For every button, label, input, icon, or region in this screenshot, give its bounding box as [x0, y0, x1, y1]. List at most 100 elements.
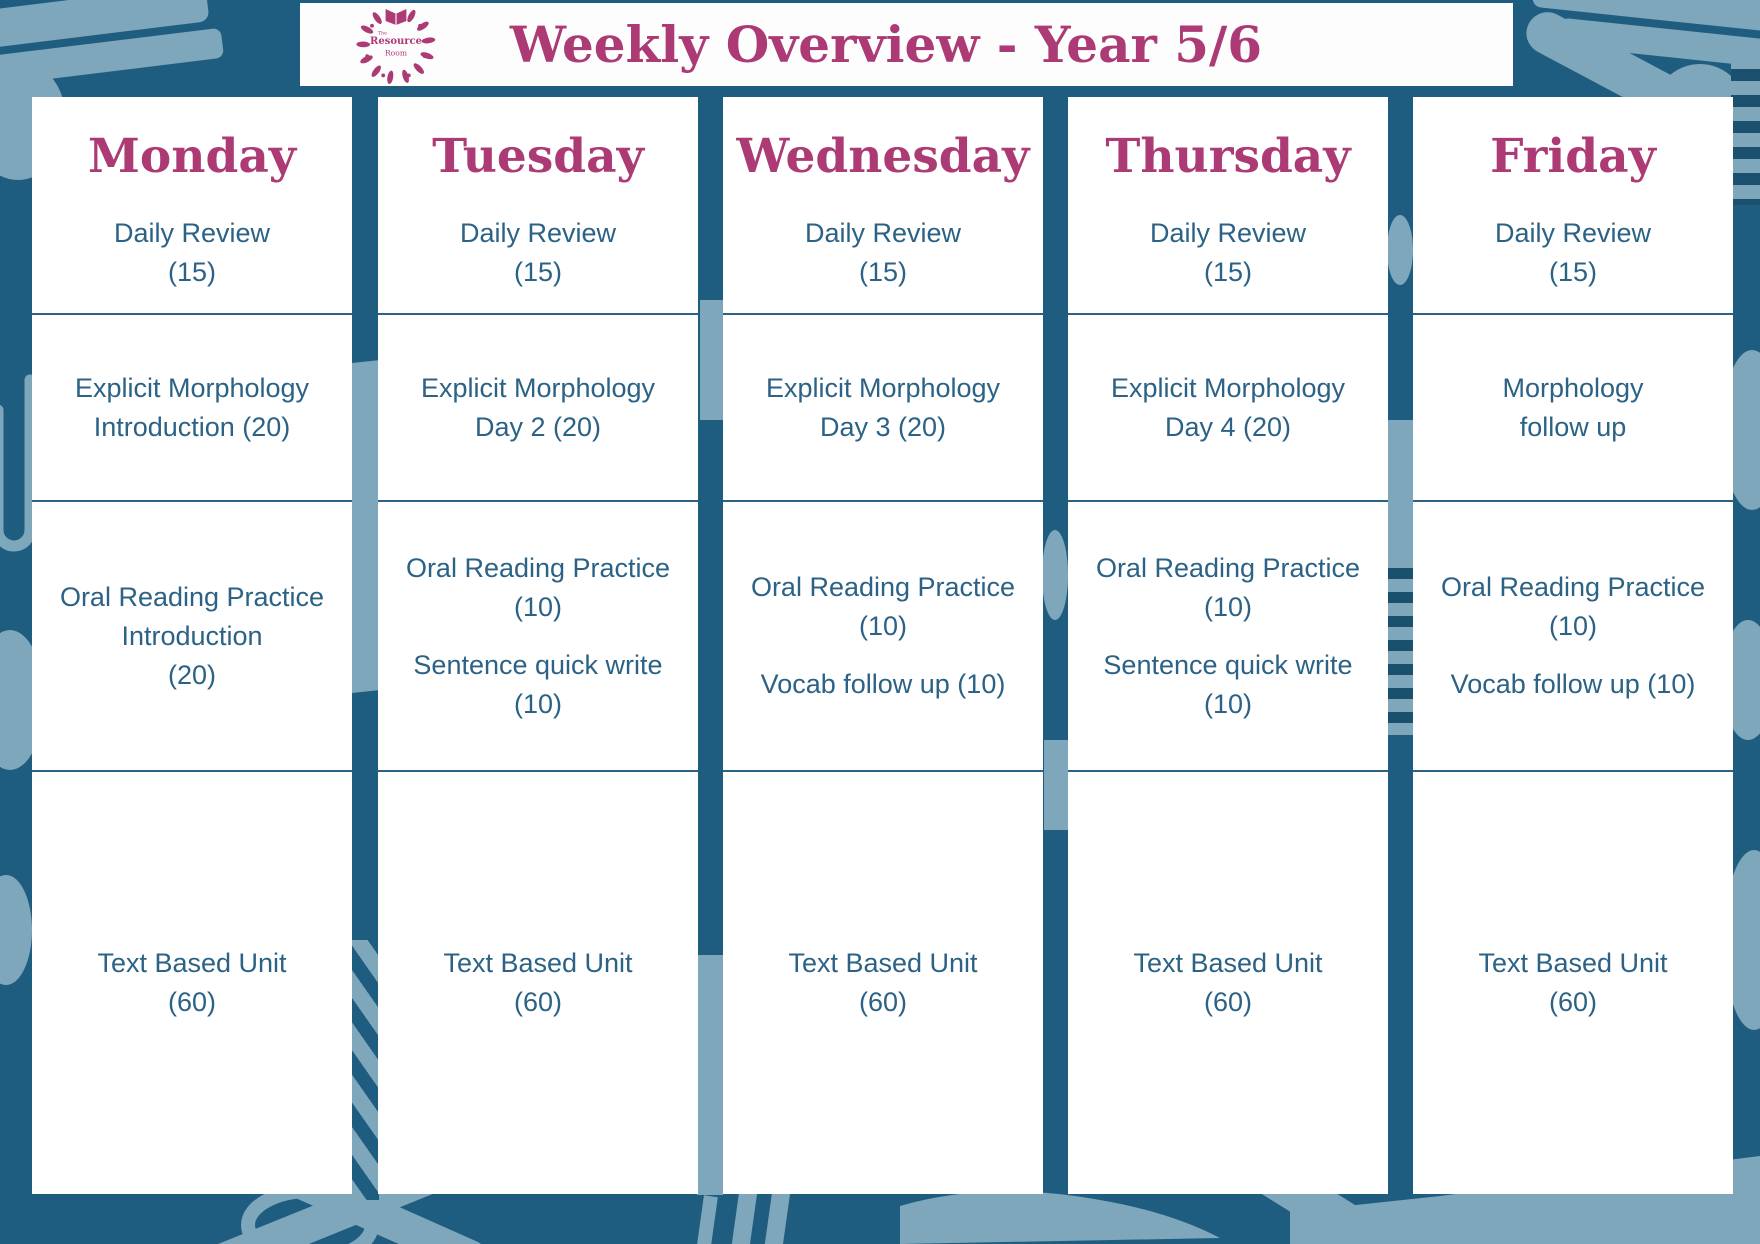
entry-line: (60) [1203, 987, 1252, 1017]
entry-line: (60) [1548, 987, 1597, 1017]
schedule-cell: Text Based Unit (60) [378, 772, 698, 1194]
entry-line: Day 3 (20) [819, 411, 947, 442]
schedule-cell: Tuesday Daily Review (15) [378, 97, 698, 315]
schedule-cell: Text Based Unit (60) [723, 772, 1043, 1194]
paperclip-illustration [0, 374, 36, 552]
entry-line: Oral Reading Practice [750, 572, 1016, 602]
entry-line: (60) [513, 987, 562, 1017]
schedule-entry: Daily Review (15) [460, 214, 616, 292]
schedule-cell: Explicit Morphology Day 2 (20) [378, 315, 698, 502]
schedule-cell: Explicit Morphology Introduction (20) [32, 315, 352, 502]
entry-line: Explicit Morphology [1110, 372, 1346, 403]
entry-line: Introduction [121, 620, 263, 651]
schedule-entry: Oral Reading Practice (10) [751, 568, 1015, 646]
schedule-cell: Oral Reading Practice Introduction (20) [32, 502, 352, 772]
entry-line: Morphology [1502, 372, 1644, 403]
entry-line: Text Based Unit [443, 948, 633, 978]
entry-line: (15) [1203, 257, 1252, 287]
ruler-illustration [1388, 555, 1413, 735]
book-illustration [1532, 0, 1760, 70]
entry-line: Text Based Unit [1133, 948, 1323, 978]
schedule-entry: Daily Review (15) [1150, 214, 1306, 292]
entry-line: Daily Review [1494, 218, 1652, 248]
resource-room-logo: The Resource Room [356, 8, 436, 84]
schedule-cell: Explicit Morphology Day 3 (20) [723, 315, 1043, 502]
schedule-entry: Vocab follow up (10) [761, 665, 1006, 704]
schedule-entry: Explicit Morphology Day 2 (20) [421, 369, 655, 447]
day-heading: Thursday [1105, 129, 1351, 184]
entry-line: (10) [513, 591, 562, 622]
day-heading: Wednesday [736, 129, 1030, 184]
schedule-entry: Daily Review (15) [805, 214, 961, 292]
entry-line: Day 2 (20) [474, 411, 602, 442]
entry-line: (10) [1203, 591, 1252, 622]
schedule-cell: Oral Reading Practice (10) Vocab follow up… [1413, 502, 1733, 772]
entry-line: (10) [1548, 611, 1597, 641]
entry-line: (15) [513, 257, 562, 287]
entry-line: (60) [858, 987, 907, 1017]
entry-line: (15) [1548, 257, 1597, 287]
day-card-friday: Friday Daily Review (15) Morphology follow u… [1413, 97, 1733, 1194]
book-illustration [0, 0, 224, 92]
entry-line: (10) [858, 611, 907, 641]
entry-line: (10) [1203, 688, 1252, 719]
entry-line: Oral Reading Practice [1440, 572, 1706, 602]
entry-line: (15) [167, 257, 216, 287]
entry-line: Explicit Morphology [765, 372, 1001, 403]
entry-line: Day 4 (20) [1164, 411, 1292, 442]
schedule-entry: Text Based Unit (60) [788, 944, 977, 1022]
entry-line: Vocab follow up (10) [1450, 669, 1696, 699]
logo-text-the: The [378, 30, 387, 36]
schedule-entry: Sentence quick write (10) [413, 646, 662, 724]
schedule-cell: Text Based Unit (60) [1068, 772, 1388, 1194]
pencil-illustration [697, 955, 723, 1195]
schedule-entry: Explicit Morphology Introduction (20) [75, 369, 309, 447]
entry-line: (60) [167, 987, 216, 1017]
entry-line: Vocab follow up (10) [760, 669, 1006, 699]
entry-line: Sentence quick write [413, 649, 663, 680]
entry-line: Text Based Unit [1478, 948, 1668, 978]
schedule-entry: Explicit Morphology Day 4 (20) [1111, 369, 1345, 447]
entry-line: Oral Reading Practice [1095, 552, 1361, 583]
schedule-cell: Oral Reading Practice (10) Vocab follow up… [723, 502, 1043, 772]
day-heading: Friday [1490, 129, 1656, 184]
schedule-entry: Text Based Unit (60) [97, 944, 286, 1022]
logo-text-resource: Resource [370, 36, 422, 47]
schedule-cell: Oral Reading Practice (10) Sentence quick … [1068, 502, 1388, 772]
entry-line: (15) [858, 257, 907, 287]
schedule-entry: Sentence quick write (10) [1103, 646, 1352, 724]
entry-line: Sentence quick write [1103, 649, 1353, 680]
schedule-cell: Oral Reading Practice (10) Sentence quick … [378, 502, 698, 772]
entry-line: follow up [1519, 411, 1627, 442]
schedule-cell: Morphology follow up [1413, 315, 1733, 502]
schedule-cell: Friday Daily Review (15) [1413, 97, 1733, 315]
day-card-wednesday: Wednesday Daily Review (15) Explicit Morpho… [723, 97, 1043, 1194]
logo-text-room: Room [385, 48, 407, 57]
entry-line: (20) [167, 659, 216, 690]
schedule-entry: Daily Review (15) [1495, 214, 1651, 292]
schedule-entry: Explicit Morphology Day 3 (20) [766, 369, 1000, 447]
schedule-cell: Thursday Daily Review (15) [1068, 97, 1388, 315]
entry-line: Text Based Unit [788, 948, 978, 978]
entry-line: Daily Review [1149, 218, 1307, 248]
schedule-cell: Wednesday Daily Review (15) [723, 97, 1043, 315]
day-card-monday: Monday Daily Review (15) Explicit Morpholog… [32, 97, 352, 1194]
notebook-edge-illustration [1731, 55, 1760, 205]
entry-line: Text Based Unit [97, 948, 287, 978]
entry-line: Explicit Morphology [74, 372, 310, 403]
schedule-entry: Daily Review (15) [114, 214, 270, 292]
entry-line: Daily Review [804, 218, 962, 248]
day-heading: Monday [87, 129, 297, 184]
schedule-entry: Morphology follow up [1502, 369, 1643, 447]
entry-line: Daily Review [459, 218, 617, 248]
schedule-cell: Monday Daily Review (15) [32, 97, 352, 315]
day-card-tuesday: Tuesday Daily Review (15) Explicit Morpholo… [378, 97, 698, 1194]
leaf-wreath [356, 9, 436, 84]
schedule-entry: Oral Reading Practice (10) [406, 549, 670, 627]
entry-line: Introduction (20) [93, 411, 291, 442]
schedule-entry: Text Based Unit (60) [443, 944, 632, 1022]
schedule-entry: Oral Reading Practice (10) [1096, 549, 1360, 627]
day-card-thursday: Thursday Daily Review (15) Explicit Morphol… [1068, 97, 1388, 1194]
page-title: Weekly Overview - Year 5/6 [509, 14, 1263, 74]
